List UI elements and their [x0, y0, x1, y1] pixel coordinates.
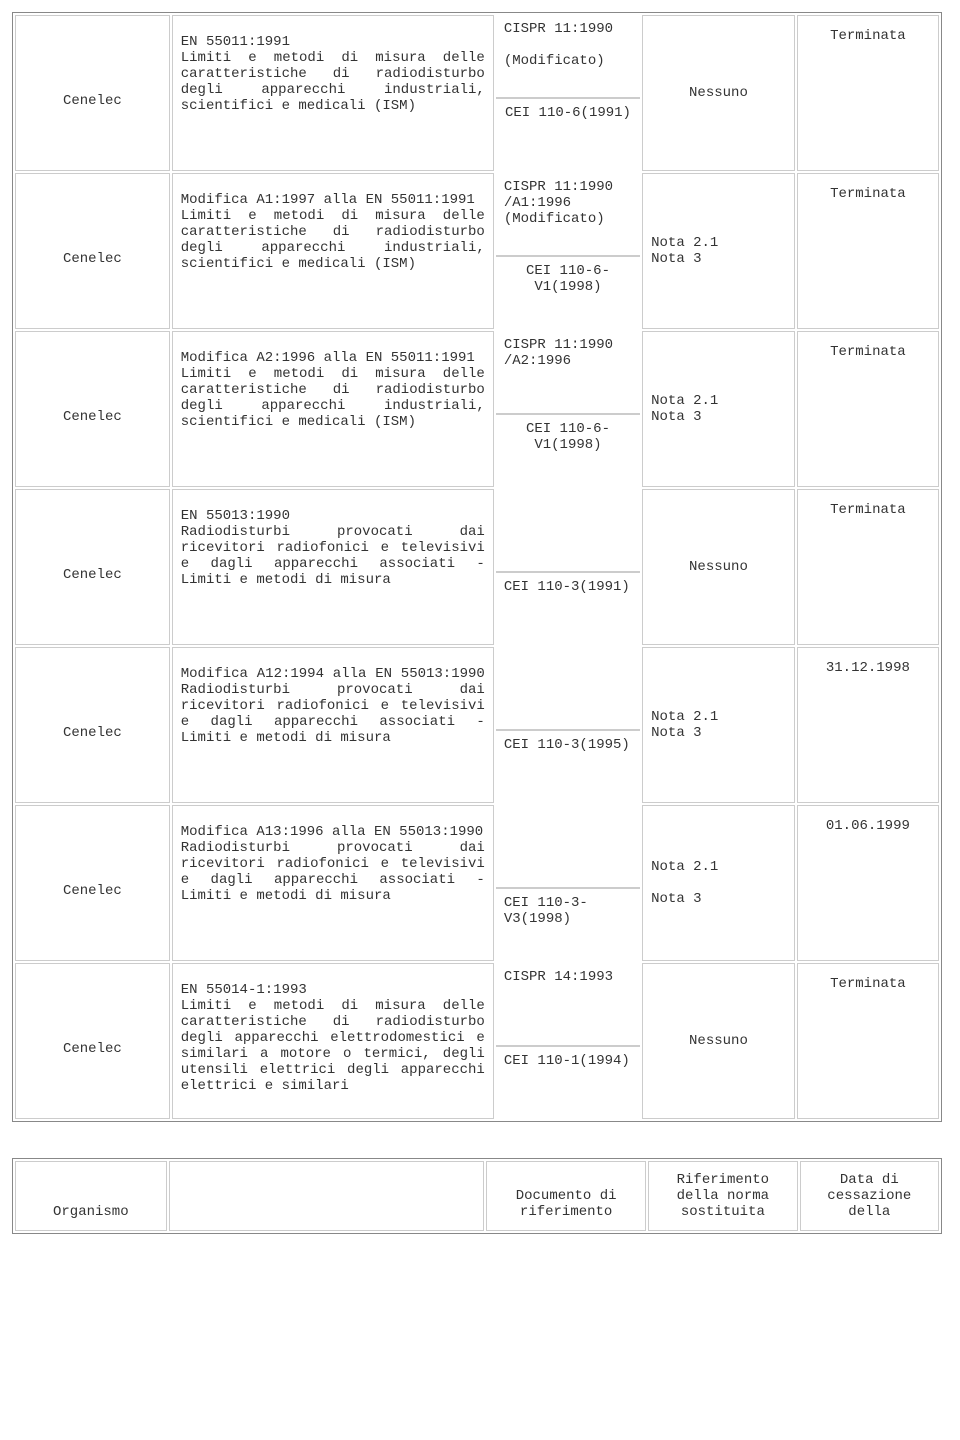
ref-bot: CEI 110-3(1991): [496, 572, 640, 645]
note-cell: Nota 2.1Nota 3: [642, 647, 795, 803]
note-cell: Nota 2.1Nota 3: [642, 331, 795, 487]
table-row: CenelecModifica A13:1996 alla EN 55013:1…: [15, 805, 939, 961]
org-cell: Cenelec: [15, 331, 170, 487]
ref-top: CISPR 11:1990 /A1:1996 (Modificato): [496, 173, 640, 256]
ref-top: CISPR 14:1993: [496, 963, 640, 1046]
table-row: CenelecEN 55011:1991Limiti e metodi di m…: [15, 15, 939, 171]
ref-bot: CEI 110-6-V1(1998): [496, 256, 640, 329]
org-cell: Cenelec: [15, 15, 170, 171]
org-cell: Cenelec: [15, 173, 170, 329]
ref-bot: CEI 110-6-V1(1998): [496, 414, 640, 487]
ref-top: [496, 647, 640, 730]
status-cell: Terminata: [797, 963, 939, 1119]
reference-cell: CEI 110-3(1991): [496, 489, 640, 645]
status-cell: Terminata: [797, 489, 939, 645]
table-row: CenelecEN 55014-1:1993Limiti e metodi di…: [15, 963, 939, 1119]
reference-cell: CEI 110-3-V3(1998): [496, 805, 640, 961]
table-row: CenelecModifica A2:1996 alla EN 55011:19…: [15, 331, 939, 487]
standards-table: CenelecEN 55011:1991Limiti e metodi di m…: [12, 12, 942, 1122]
reference-cell: CISPR 11:1990(Modificato)CEI 110-6(1991): [496, 15, 640, 171]
ref-top: [496, 489, 640, 572]
reference-cell: CEI 110-3(1995): [496, 647, 640, 803]
ref-bot: CEI 110-3(1995): [496, 730, 640, 803]
title-cell: EN 55014-1:1993Limiti e metodi di misura…: [172, 963, 494, 1119]
title-cell: Modifica A12:1994 alla EN 55013:1990 Rad…: [172, 647, 494, 803]
org-cell: Cenelec: [15, 489, 170, 645]
note-cell: Nessuno: [642, 15, 795, 171]
title-cell: Modifica A13:1996 alla EN 55013:1990Radi…: [172, 805, 494, 961]
status-cell: Terminata: [797, 15, 939, 171]
title-cell: Modifica A2:1996 alla EN 55011:1991Limit…: [172, 331, 494, 487]
ref-bot: CEI 110-6(1991): [496, 98, 640, 171]
org-cell: Cenelec: [15, 647, 170, 803]
next-table-header: Organismo Documento di riferimento Rifer…: [12, 1158, 942, 1234]
table-row: CenelecModifica A12:1994 alla EN 55013:1…: [15, 647, 939, 803]
header-empty: [169, 1161, 485, 1231]
reference-cell: CISPR 14:1993CEI 110-1(1994): [496, 963, 640, 1119]
table-row: CenelecModifica A1:1997 alla EN 55011:19…: [15, 173, 939, 329]
header-row: Organismo Documento di riferimento Rifer…: [15, 1161, 939, 1231]
title-cell: EN 55013:1990Radiodisturbi provocati dai…: [172, 489, 494, 645]
status-cell: Terminata: [797, 173, 939, 329]
reference-cell: CISPR 11:1990 /A2:1996CEI 110-6-V1(1998): [496, 331, 640, 487]
note-cell: Nota 2.1Nota 3: [642, 173, 795, 329]
note-cell: Nessuno: [642, 489, 795, 645]
status-cell: 31.12.1998: [797, 647, 939, 803]
title-cell: Modifica A1:1997 alla EN 55011:1991Limit…: [172, 173, 494, 329]
reference-cell: CISPR 11:1990 /A1:1996 (Modificato)CEI 1…: [496, 173, 640, 329]
ref-top: CISPR 11:1990(Modificato): [496, 15, 640, 98]
org-cell: Cenelec: [15, 805, 170, 961]
note-cell: Nota 2.1Nota 3: [642, 805, 795, 961]
status-cell: 01.06.1999: [797, 805, 939, 961]
title-cell: EN 55011:1991Limiti e metodi di misura d…: [172, 15, 494, 171]
header-documento: Documento di riferimento: [486, 1161, 646, 1231]
status-cell: Terminata: [797, 331, 939, 487]
table-row: CenelecEN 55013:1990Radiodisturbi provoc…: [15, 489, 939, 645]
ref-top: [496, 805, 640, 888]
note-cell: Nessuno: [642, 963, 795, 1119]
ref-bot: CEI 110-3-V3(1998): [496, 888, 640, 961]
ref-top: CISPR 11:1990 /A2:1996: [496, 331, 640, 414]
header-data: Data di cessazione della: [800, 1161, 939, 1231]
header-organismo: Organismo: [15, 1161, 167, 1231]
header-riferimento: Riferimento della norma sostituita: [648, 1161, 798, 1231]
ref-bot: CEI 110-1(1994): [496, 1046, 640, 1119]
org-cell: Cenelec: [15, 963, 170, 1119]
